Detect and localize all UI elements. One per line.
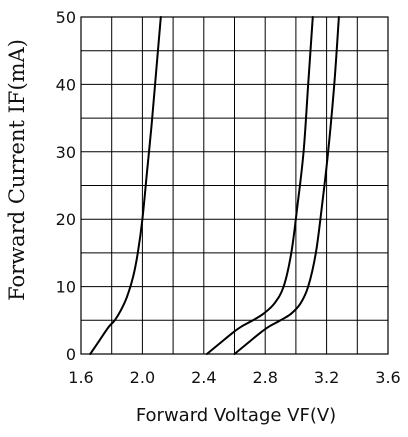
x-tick-label: 2.0 bbox=[130, 368, 155, 387]
y-tick-label: 20 bbox=[56, 210, 76, 229]
y-tick-label: 30 bbox=[56, 143, 76, 162]
x-axis-title: Forward Voltage VF(V) bbox=[136, 405, 336, 426]
y-axis-ticks: 0 10 20 30 40 50 bbox=[56, 8, 76, 364]
curves bbox=[89, 16, 340, 355]
iv-curve-2 bbox=[205, 16, 314, 355]
iv-curve-1 bbox=[89, 16, 162, 355]
y-tick-label: 40 bbox=[56, 75, 76, 94]
x-tick-label: 2.4 bbox=[191, 368, 216, 387]
x-tick-label: 1.6 bbox=[68, 368, 93, 387]
x-tick-label: 2.8 bbox=[252, 368, 277, 387]
x-axis-ticks: 1.6 2.0 2.4 2.8 3.2 3.6 bbox=[68, 368, 400, 387]
x-tick-label: 3.6 bbox=[375, 368, 400, 387]
x-tick-label: 3.2 bbox=[314, 368, 339, 387]
plot-area bbox=[80, 16, 389, 355]
y-axis-title: Forward Current IF(mA) bbox=[5, 39, 29, 301]
y-tick-label: 0 bbox=[66, 345, 76, 364]
iv-curve-3 bbox=[233, 16, 340, 355]
gridlines bbox=[81, 17, 388, 354]
y-tick-label: 50 bbox=[56, 8, 76, 27]
y-tick-label: 10 bbox=[56, 278, 76, 297]
